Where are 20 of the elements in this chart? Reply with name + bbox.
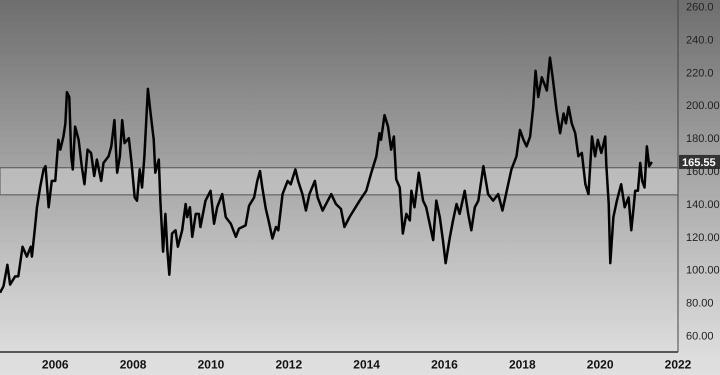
- x-tick-label: 2006: [42, 358, 69, 372]
- x-tick-label: 2010: [198, 358, 225, 372]
- y-tick-label: 120.00: [686, 232, 720, 244]
- x-tick-label: 2014: [353, 358, 380, 372]
- y-tick-label: 100.00: [686, 264, 720, 277]
- x-tick-label: 2012: [275, 358, 302, 372]
- y-tick-label: 220.0: [686, 67, 714, 80]
- y-tick-label: 240.0: [686, 34, 714, 46]
- x-tick-label: 2008: [120, 358, 147, 372]
- y-tick-label: 260.0: [686, 1, 714, 14]
- x-tick-label: 2020: [586, 358, 614, 372]
- x-tick-label: 2016: [431, 358, 458, 372]
- y-tick-label: 200.00: [686, 100, 720, 112]
- x-tick-label: 2018: [508, 358, 536, 372]
- y-tick-label: 180.00: [686, 133, 720, 146]
- x-tick-label: 2022: [664, 358, 692, 372]
- line-series: [0, 56, 654, 294]
- y-tick-label: 140.00: [686, 198, 720, 211]
- y-tick-label: 80.00: [686, 298, 714, 310]
- y-tick-label: 60.00: [686, 330, 714, 342]
